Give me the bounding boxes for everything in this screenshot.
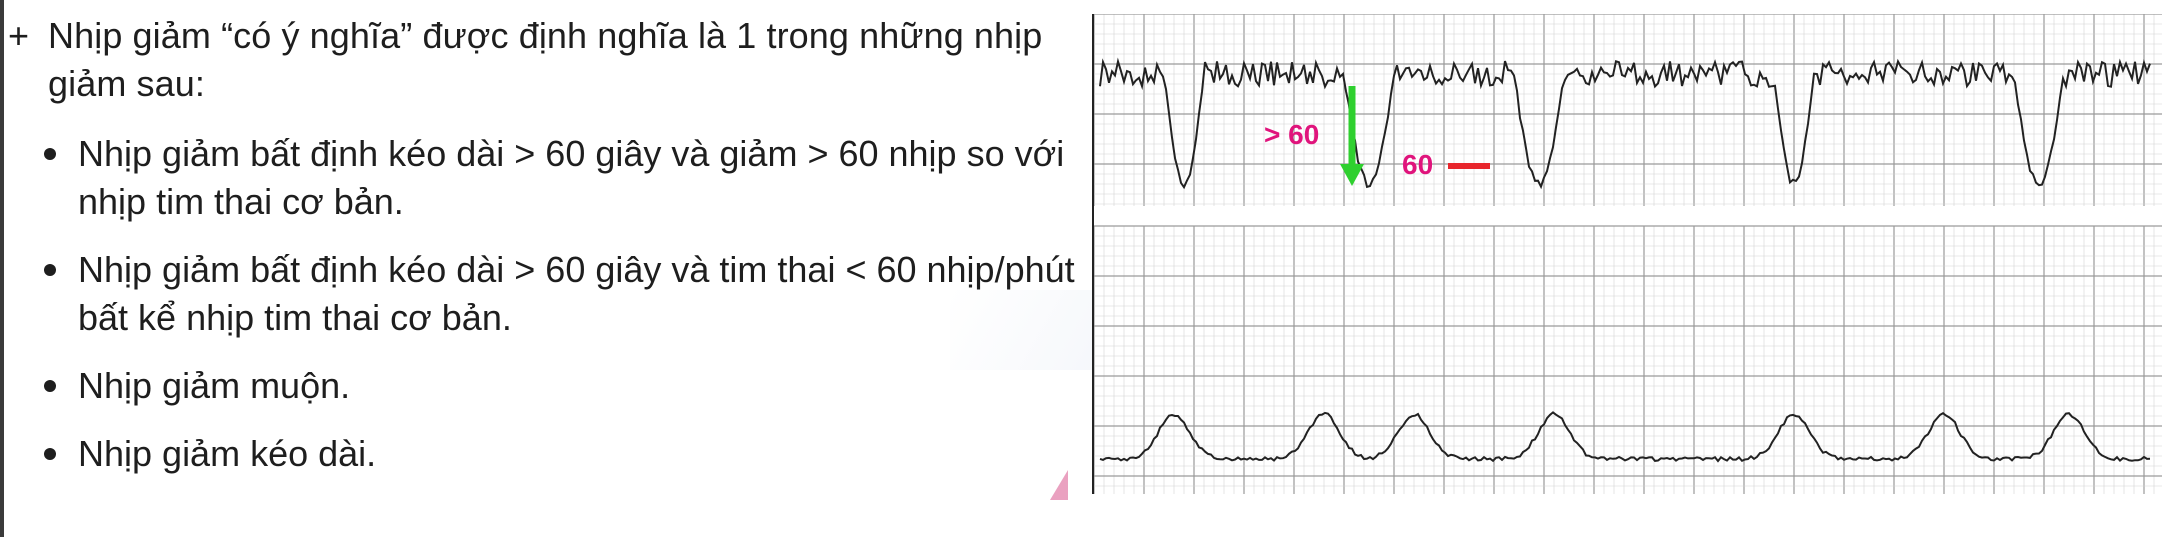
criteria-item: Nhịp giảm muộn. — [8, 362, 1078, 410]
criteria-item-text: Nhịp giảm muộn. — [78, 365, 350, 406]
ctg-tracing-image: > 60 60 — [1092, 14, 2162, 494]
criteria-item: Nhịp giảm bất định kéo dài > 60 giây và … — [8, 246, 1078, 342]
level-annotation-label: 60 — [1402, 149, 1433, 180]
bullet-icon — [44, 448, 56, 460]
criteria-item-text: Nhịp giảm kéo dài. — [78, 433, 376, 474]
criteria-text-panel: + Nhịp giảm “có ý nghĩa” được định nghĩa… — [8, 12, 1078, 532]
bullet-icon — [44, 264, 56, 276]
pink-corner-mark — [1050, 470, 1068, 500]
criteria-item-text: Nhịp giảm bất định kéo dài > 60 giây và … — [78, 249, 1075, 338]
criteria-item: Nhịp giảm bất định kéo dài > 60 giây và … — [8, 130, 1078, 226]
criteria-list: Nhịp giảm bất định kéo dài > 60 giây và … — [8, 130, 1078, 478]
criteria-item-text: Nhịp giảm bất định kéo dài > 60 giây và … — [78, 133, 1064, 222]
criteria-item: Nhịp giảm kéo dài. — [8, 430, 1078, 478]
drop-annotation-label: > 60 — [1264, 119, 1319, 150]
uc-grid — [1094, 226, 2162, 494]
intro-block: + Nhịp giảm “có ý nghĩa” được định nghĩa… — [8, 12, 1078, 108]
page-left-border — [0, 0, 4, 537]
uc-trace — [1100, 412, 2150, 461]
fhr-grid — [1094, 14, 2162, 206]
ctg-svg: > 60 60 — [1094, 14, 2162, 494]
bullet-icon — [44, 380, 56, 392]
intro-text: Nhịp giảm “có ý nghĩa” được định nghĩa l… — [48, 12, 1078, 108]
plus-sign: + — [8, 12, 29, 60]
bullet-icon — [44, 148, 56, 160]
